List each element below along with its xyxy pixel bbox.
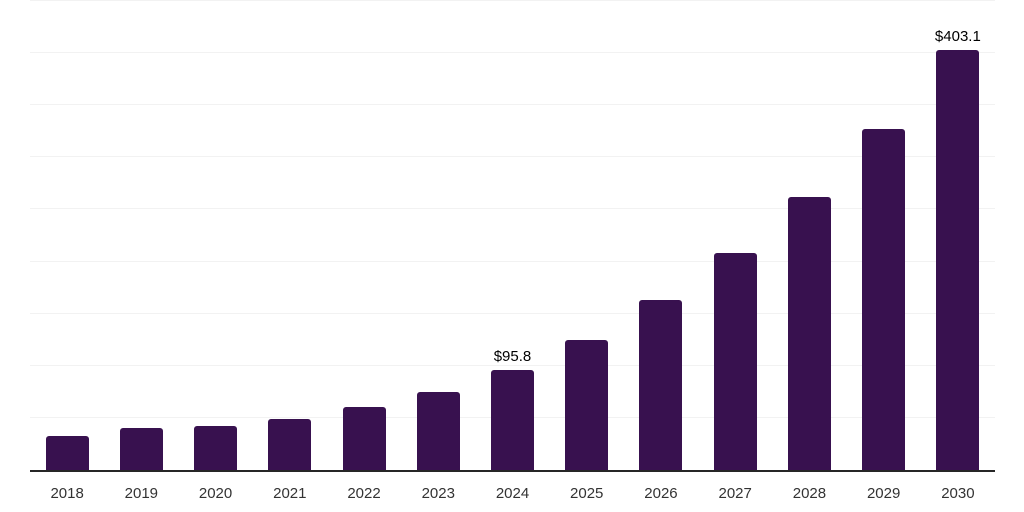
x-tick-label-2020: 2020 [198,485,233,502]
gridline-450 [30,0,995,2]
value-label-2024: $95.8 [493,348,532,366]
x-tick-label-2019: 2019 [124,485,159,502]
bar-2026 [639,300,683,470]
bar-2028 [787,196,831,470]
gridline-400 [30,52,995,54]
x-tick-label-2030: 2030 [941,485,975,502]
bar-2019 [119,428,163,470]
value-label-2030: $403.1 [934,27,981,45]
gridline-350 [30,104,995,106]
x-tick-label-2029: 2029 [866,485,901,502]
x-tick-label-2022: 2022 [347,485,381,502]
bar-2018 [45,435,89,470]
x-tick-label-2023: 2023 [421,485,455,502]
x-tick-label-2018: 2018 [50,485,84,502]
x-axis-labels: 2018 2019 2020 2021 2022 2023 2024 2025 2026 2027… [30,486,995,504]
x-tick-label-2028: 2028 [792,485,827,502]
bar-2029 [862,129,906,470]
bar-2030 [936,49,980,470]
bar-2022 [342,407,386,470]
x-tick-label-2025: 2025 [570,485,604,502]
bar-2024 [491,370,534,470]
bar-2023 [416,392,460,470]
plot-area: $95.8 $403.1 [30,0,995,472]
x-tick-label-2024: 2024 [495,485,530,502]
gridline-250 [30,208,995,210]
gridline-200 [30,260,995,262]
x-tick-label-2027: 2027 [718,485,752,502]
x-tick-label-2026: 2026 [644,485,678,502]
x-axis-line [30,470,995,472]
gridline-100 [30,364,995,366]
bar-2021 [268,418,312,470]
bar-2027 [713,253,757,470]
gridline-300 [30,156,995,158]
x-tick-label-2021: 2021 [273,485,307,502]
bar-2025 [565,339,609,470]
bar-2020 [194,426,238,470]
gridline-150 [30,312,995,314]
